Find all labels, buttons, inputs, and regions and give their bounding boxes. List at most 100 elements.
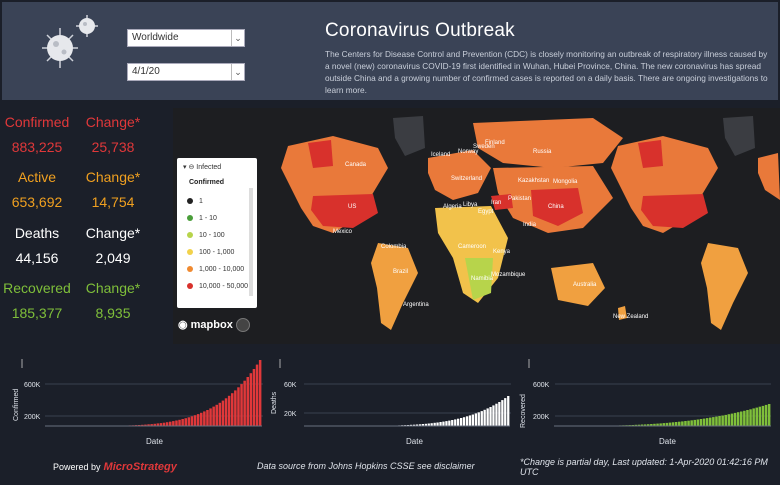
chart-bar [215, 404, 218, 426]
chart-bar [647, 424, 650, 426]
map-country-label: Argentina [403, 302, 429, 308]
legend-item-label: 1 - 10 [199, 215, 217, 222]
chart-bar [736, 412, 740, 426]
legend-item[interactable]: 1 - 10 [187, 215, 217, 222]
region-dropdown[interactable]: Worldwide ⌄ [127, 29, 245, 47]
legend-swatch [187, 283, 193, 290]
map-country-label: Australia [573, 282, 597, 288]
header-panel: Worldwide ⌄ 4/1/20 ⌄ Coronavirus Outbrea… [2, 2, 778, 100]
chart-bar [705, 418, 709, 426]
chart-bar [761, 405, 765, 426]
page-title: Coronavirus Outbreak [325, 20, 515, 41]
map-country-label: Namibia [471, 276, 494, 282]
microstrategy-logo[interactable]: MicroStrategy [103, 461, 177, 473]
chart-bar [746, 410, 749, 426]
chart-bar [209, 408, 212, 426]
chart-bar [650, 424, 653, 426]
chart-ylabel: Recovered [520, 394, 527, 428]
chart-bar [424, 423, 427, 426]
world-map-svg[interactable]: Russia Canada US Brazil China India Mongolia Ka… [173, 108, 780, 344]
data-source-link[interactable]: Data source from Johns Hopkins CSSE see … [257, 461, 475, 471]
chart-bar [690, 420, 693, 426]
legend-item-label: 1,000 - 10,000 [199, 266, 245, 273]
greenland-shape [393, 116, 425, 156]
deaths-change-label: Change* [85, 225, 141, 241]
map-country-label: Mozambique [491, 272, 526, 278]
chart-bar [501, 400, 504, 426]
region-dropdown-value: Worldwide [132, 32, 179, 43]
chart-bar [243, 380, 246, 426]
us-shape [311, 194, 378, 228]
chart-bar [433, 422, 436, 426]
chart-bar [740, 411, 743, 426]
chevron-down-icon: ⌄ [231, 30, 244, 46]
europe-shape [428, 150, 491, 200]
active-label: Active [17, 169, 57, 185]
info-icon[interactable] [236, 318, 250, 332]
europe-shape [758, 153, 780, 200]
legend-subtitle: Confirmed [189, 179, 224, 186]
chart-xlabel: Date [659, 437, 676, 446]
map-country-label: Brazil [393, 269, 408, 275]
chart-bar [252, 369, 256, 426]
legend-item-label: 10 - 100 [199, 232, 225, 239]
chart-bar [752, 408, 755, 426]
chart-bar [668, 422, 672, 426]
recovered-chart: Recovered 600K 200K Date [520, 359, 771, 446]
chart-bar [187, 417, 191, 426]
map-copy-2 [611, 116, 780, 330]
greenland-shape [723, 116, 755, 156]
chart-bar [224, 398, 228, 426]
chart-bar [477, 412, 480, 426]
russia-shape [473, 118, 623, 168]
chart-bar [234, 390, 237, 426]
legend-item[interactable]: 1,000 - 10,000 [187, 266, 244, 273]
powered-by: Powered by MicroStrategy [53, 461, 177, 473]
chart-bar [678, 421, 681, 426]
chart-bar [471, 414, 474, 426]
chart-bar [162, 422, 166, 426]
alaska-shape [638, 140, 663, 168]
chart-bar [656, 423, 659, 426]
chart-ylabel: Confirmed [13, 389, 20, 421]
chart-bar [709, 417, 712, 426]
last-updated-note: *Change is partial day, Last updated: 1-… [520, 457, 768, 477]
world-map[interactable]: Russia Canada US Brazil China India Mongolia Ka… [173, 108, 780, 344]
chart-bar [255, 364, 259, 426]
deaths-bars [304, 396, 510, 427]
chart-ytick: 200K [24, 414, 41, 421]
mapbox-logo[interactable]: ◉ mapbox [178, 319, 233, 331]
map-country-label: Sweden [473, 144, 495, 150]
date-dropdown[interactable]: 4/1/20 ⌄ [127, 63, 245, 81]
chart-bar [227, 395, 231, 426]
chart-bar [492, 405, 495, 426]
chart-bar [489, 407, 492, 426]
chart-bar [498, 402, 501, 426]
page-description: The Centers for Disease Control and Prev… [325, 49, 768, 95]
legend-item[interactable]: 10 - 100 [187, 232, 225, 239]
map-country-label: Cameroon [458, 244, 486, 250]
chart-bar [421, 424, 424, 426]
chart-bar [702, 418, 706, 426]
chart-bar [718, 416, 721, 426]
legend-scrollbar[interactable] [249, 188, 253, 296]
map-legend[interactable]: ▾ ⊖ Infected Confirmed 1 1 - 10 10 - 100 10… [177, 158, 257, 308]
legend-item[interactable]: 10,000 - 50,000 [187, 283, 248, 290]
confirmed-change-value: 25,738 [91, 139, 135, 155]
legend-item[interactable]: 100 - 1,000 [187, 249, 234, 256]
map-country-label: Canada [345, 162, 367, 168]
chart-bar [439, 422, 442, 426]
chart-bar [637, 424, 641, 426]
chart-bar [474, 413, 477, 426]
stats-panel: Confirmed Change* 883,225 25,738 Active … [0, 108, 170, 343]
chart-bar [724, 414, 727, 426]
chart-bar [721, 415, 724, 426]
confirmed-value: 883,225 [11, 139, 63, 155]
active-change-value: 14,754 [91, 194, 135, 210]
legend-item[interactable]: 1 [187, 198, 203, 205]
chart-ytick: 200K [533, 414, 550, 421]
legend-swatch [187, 266, 193, 273]
confirmed-label: Confirmed [4, 114, 70, 130]
map-country-label: Kenya [493, 249, 511, 255]
